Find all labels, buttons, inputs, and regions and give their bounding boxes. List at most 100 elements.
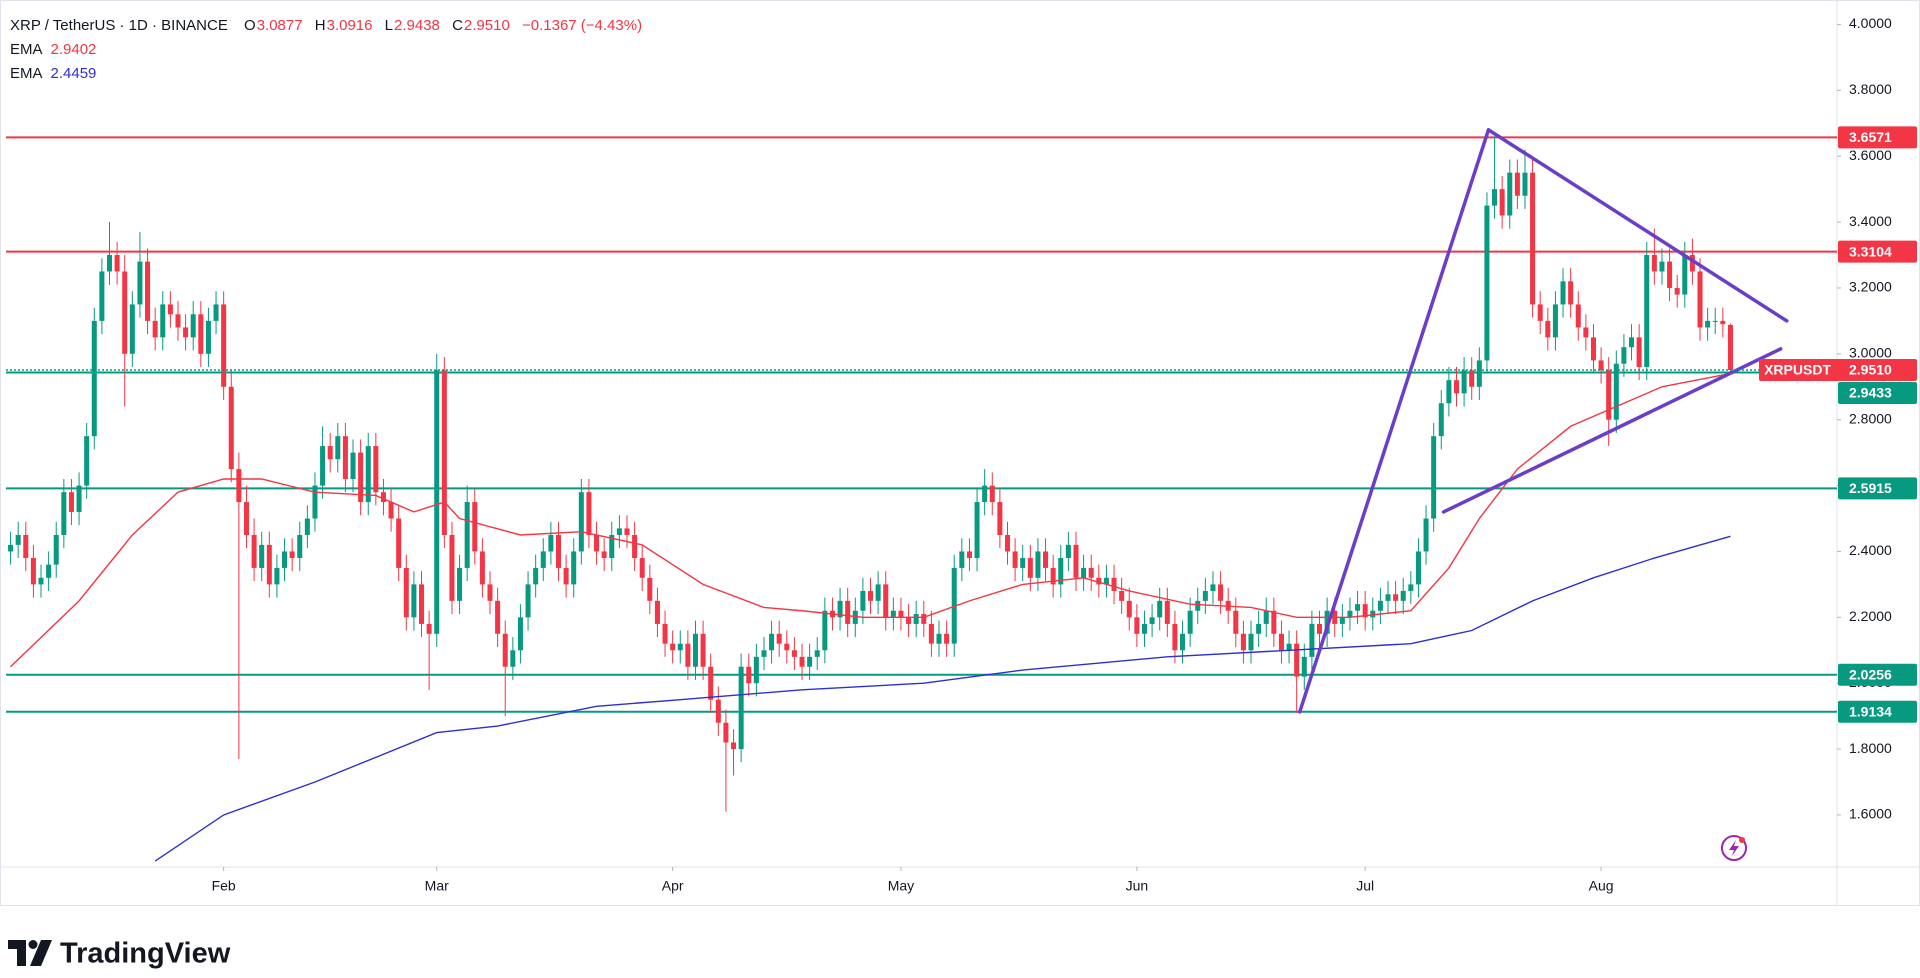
candle-body (753, 656, 759, 684)
candle-body (183, 327, 189, 338)
candle-body (114, 255, 120, 272)
y-tick-label: 3.0000 (1849, 345, 1892, 361)
candle-body (982, 485, 988, 503)
candle-body (510, 650, 516, 667)
candle-body (1180, 633, 1186, 651)
level-tag-label: 3.6571 (1849, 129, 1892, 145)
price-change: −0.1367 (−4.43%) (522, 17, 642, 34)
candle-body (1347, 610, 1353, 618)
ema-line (10, 372, 1731, 668)
ohlc-label: H (315, 17, 326, 34)
candle-body (746, 666, 752, 684)
candle-body (167, 304, 173, 315)
candle-body (1088, 567, 1094, 578)
candle-body (23, 534, 29, 559)
candle-body (921, 614, 927, 624)
candle-body (282, 551, 288, 568)
candle-body (8, 544, 14, 552)
candle-body (251, 534, 257, 568)
symbol-title: XRP / TetherUS · 1D · BINANCE (10, 17, 228, 34)
candle-body (487, 584, 493, 601)
candle-body (320, 446, 326, 486)
candle-body (1202, 590, 1208, 601)
candle-body (1552, 304, 1558, 338)
candle-body (647, 577, 653, 601)
candle-body (365, 446, 371, 503)
candle-body (1583, 327, 1589, 338)
candle-body (1469, 370, 1475, 387)
candle-body (1035, 551, 1041, 578)
candle-body (76, 485, 82, 512)
candle-body (1020, 558, 1026, 568)
candle-body (335, 436, 341, 460)
candle-body (1659, 261, 1665, 272)
ohlc-value: 3.0877 (257, 17, 303, 34)
candle-body (1400, 590, 1406, 601)
level-tag-label: 1.9134 (1849, 703, 1892, 719)
x-tick-label: May (888, 878, 914, 894)
logo-text: TradingView (60, 938, 231, 970)
candle-body (936, 633, 942, 644)
alert-icon[interactable] (1721, 835, 1747, 861)
candle-body (1195, 600, 1201, 611)
level-tag (1838, 381, 1917, 404)
candle-body (1530, 172, 1536, 305)
candle-body (129, 304, 135, 354)
candle-body (152, 320, 158, 338)
candle-body (380, 492, 386, 503)
trendline (1297, 128, 1491, 714)
candle-body (122, 271, 128, 354)
candle-body (304, 518, 310, 535)
candle-body (731, 742, 737, 750)
trendline (1441, 347, 1783, 514)
candle-body (654, 600, 660, 624)
candle-body (1111, 577, 1117, 591)
y-tick-label: 4.0000 (1849, 15, 1892, 31)
x-tick-label: Apr (662, 878, 684, 894)
candle-body (1294, 643, 1300, 677)
candle-body (388, 502, 394, 519)
candle-body (662, 623, 668, 644)
candle-body (1499, 189, 1505, 216)
candle-body (1720, 320, 1726, 325)
candle-body (449, 534, 455, 601)
candle-body (464, 502, 470, 568)
candle-body (426, 623, 432, 634)
ohlc-value: 3.0916 (327, 17, 373, 34)
candle-body (1408, 584, 1414, 591)
candle-body (243, 502, 249, 535)
candle-body (1438, 403, 1444, 437)
candle-body (883, 584, 889, 618)
logo: TradingView (8, 938, 231, 970)
candle-body (1157, 600, 1163, 618)
logo-mark (8, 940, 26, 966)
candle-body (769, 633, 775, 651)
candle-body (350, 452, 356, 479)
candle-body (997, 502, 1003, 535)
candle-body (1507, 172, 1513, 216)
y-tick-label: 3.8000 (1849, 81, 1892, 97)
candle-body (312, 485, 318, 519)
candle-body (1362, 604, 1368, 618)
candle-body (190, 314, 196, 338)
candle-body (670, 643, 676, 651)
candle-body (342, 436, 348, 479)
y-tick-label: 3.6000 (1849, 147, 1892, 163)
candle-body (1727, 324, 1733, 370)
candle-body (1705, 320, 1711, 328)
candle-body (594, 534, 600, 552)
candle-body (1096, 577, 1102, 585)
candle-body (99, 271, 105, 321)
candle-body (1263, 610, 1269, 624)
candle-body (228, 386, 234, 470)
candle-body (632, 534, 638, 559)
price-tag-value: 2.9510 (1849, 362, 1892, 378)
ohlc-value: 2.9438 (394, 17, 440, 34)
candle-body (198, 314, 204, 354)
candle-body (160, 304, 166, 338)
candle-body (1522, 172, 1528, 196)
level-tag (1838, 240, 1917, 263)
candle-body (700, 633, 706, 667)
alert-dot (1739, 837, 1745, 843)
candle-body (1423, 518, 1429, 552)
